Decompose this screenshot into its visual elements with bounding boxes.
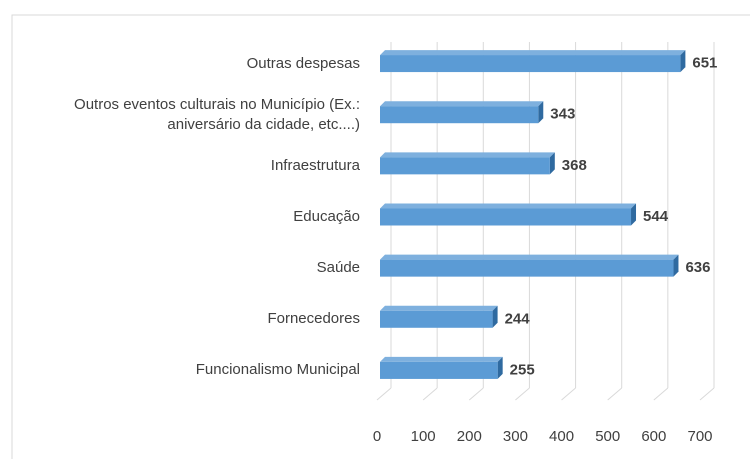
- grid-line-floor: [422, 387, 438, 401]
- bar-side: [680, 50, 686, 73]
- y-tick-label: Outras despesas: [246, 54, 360, 72]
- grid-line-floor: [376, 387, 392, 401]
- y-tick-label: Funcionalismo Municipal: [195, 361, 360, 379]
- bar: [380, 157, 550, 175]
- y-tick-label: Educação: [293, 208, 360, 225]
- x-tick-label: 200: [457, 428, 482, 445]
- bar-side: [631, 203, 637, 226]
- bar-top: [380, 101, 544, 107]
- bar-top: [380, 152, 555, 158]
- bar-top: [380, 254, 679, 260]
- bar: [380, 259, 674, 277]
- grid-line-floor: [653, 387, 669, 401]
- data-label: 255: [510, 361, 535, 378]
- y-tick-label: Saúde: [316, 259, 360, 277]
- bar-side: [673, 254, 679, 277]
- data-label: 343: [550, 106, 575, 123]
- data-label: 651: [692, 55, 717, 72]
- bar-top: [380, 203, 637, 209]
- bar-top: [380, 305, 498, 311]
- grid-line-floor: [468, 387, 484, 401]
- bar: [380, 55, 681, 73]
- x-tick-label: 100: [411, 428, 436, 445]
- grid-line-floor: [515, 387, 530, 401]
- bar: [380, 361, 498, 379]
- grid-line-floor: [607, 387, 623, 401]
- bar-side: [497, 356, 503, 379]
- data-label: 544: [643, 208, 669, 225]
- bar-side: [549, 152, 555, 175]
- bar-top: [380, 356, 503, 362]
- chart-border: [11, 14, 750, 459]
- bar-top: [380, 50, 686, 56]
- y-tick-label: Fornecedores: [267, 310, 360, 328]
- y-tick-label: Infraestrutura: [270, 156, 360, 174]
- x-tick-label: 0: [373, 428, 381, 445]
- data-label: 368: [562, 157, 587, 174]
- x-tick-label: 500: [595, 428, 620, 445]
- bar: [380, 106, 539, 124]
- y-tick-label: Outros eventos culturais no Município (E…: [74, 95, 360, 133]
- x-tick-label: 400: [549, 428, 574, 445]
- bar-side: [492, 305, 498, 328]
- bar: [380, 208, 632, 226]
- grid-line-floor: [561, 387, 576, 401]
- x-tick-label: 700: [687, 428, 712, 445]
- grid-line-floor: [699, 387, 715, 401]
- x-tick-label: 300: [503, 428, 528, 445]
- data-label: 244: [505, 310, 531, 327]
- x-tick-label: 600: [641, 428, 666, 445]
- bar: [380, 310, 493, 328]
- data-label: 636: [685, 259, 710, 276]
- bar-side: [538, 101, 544, 124]
